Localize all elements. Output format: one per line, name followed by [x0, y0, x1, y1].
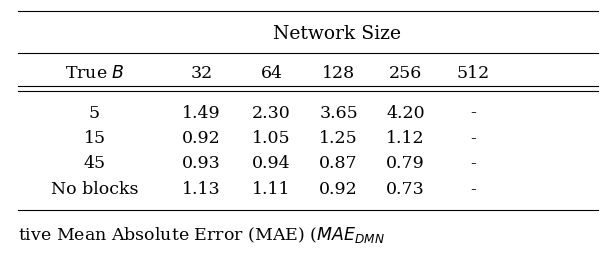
Text: -: - — [470, 130, 476, 147]
Text: 1.25: 1.25 — [319, 130, 358, 147]
Text: 4.20: 4.20 — [386, 105, 425, 121]
Text: 0.79: 0.79 — [386, 155, 425, 172]
Text: 0.92: 0.92 — [182, 130, 221, 147]
Text: 15: 15 — [84, 130, 106, 147]
Text: 512: 512 — [456, 65, 489, 82]
Text: -: - — [470, 155, 476, 172]
Text: 256: 256 — [389, 65, 422, 82]
Text: 45: 45 — [84, 155, 106, 172]
Text: 64: 64 — [260, 65, 282, 82]
Text: 1.49: 1.49 — [182, 105, 221, 121]
Text: 128: 128 — [322, 65, 355, 82]
Text: 2.30: 2.30 — [252, 105, 291, 121]
Text: 1.11: 1.11 — [252, 181, 291, 198]
Text: tive Mean Absolute Error (MAE) ($\mathit{MAE}_{DMN}$: tive Mean Absolute Error (MAE) ($\mathit… — [18, 225, 385, 245]
Text: Network Size: Network Size — [273, 25, 401, 43]
Text: 0.94: 0.94 — [252, 155, 291, 172]
Text: True $\mathit{B}$: True $\mathit{B}$ — [65, 65, 124, 82]
Text: 5: 5 — [89, 105, 100, 121]
Text: 3.65: 3.65 — [319, 105, 358, 121]
Text: 0.93: 0.93 — [182, 155, 221, 172]
Text: 1.12: 1.12 — [386, 130, 425, 147]
Text: 1.05: 1.05 — [252, 130, 291, 147]
Text: 0.73: 0.73 — [386, 181, 425, 198]
Text: 32: 32 — [190, 65, 212, 82]
Text: 0.87: 0.87 — [319, 155, 358, 172]
Text: No blocks: No blocks — [51, 181, 138, 198]
Text: 0.92: 0.92 — [319, 181, 358, 198]
Text: -: - — [470, 181, 476, 198]
Text: -: - — [470, 105, 476, 121]
Text: 1.13: 1.13 — [182, 181, 221, 198]
